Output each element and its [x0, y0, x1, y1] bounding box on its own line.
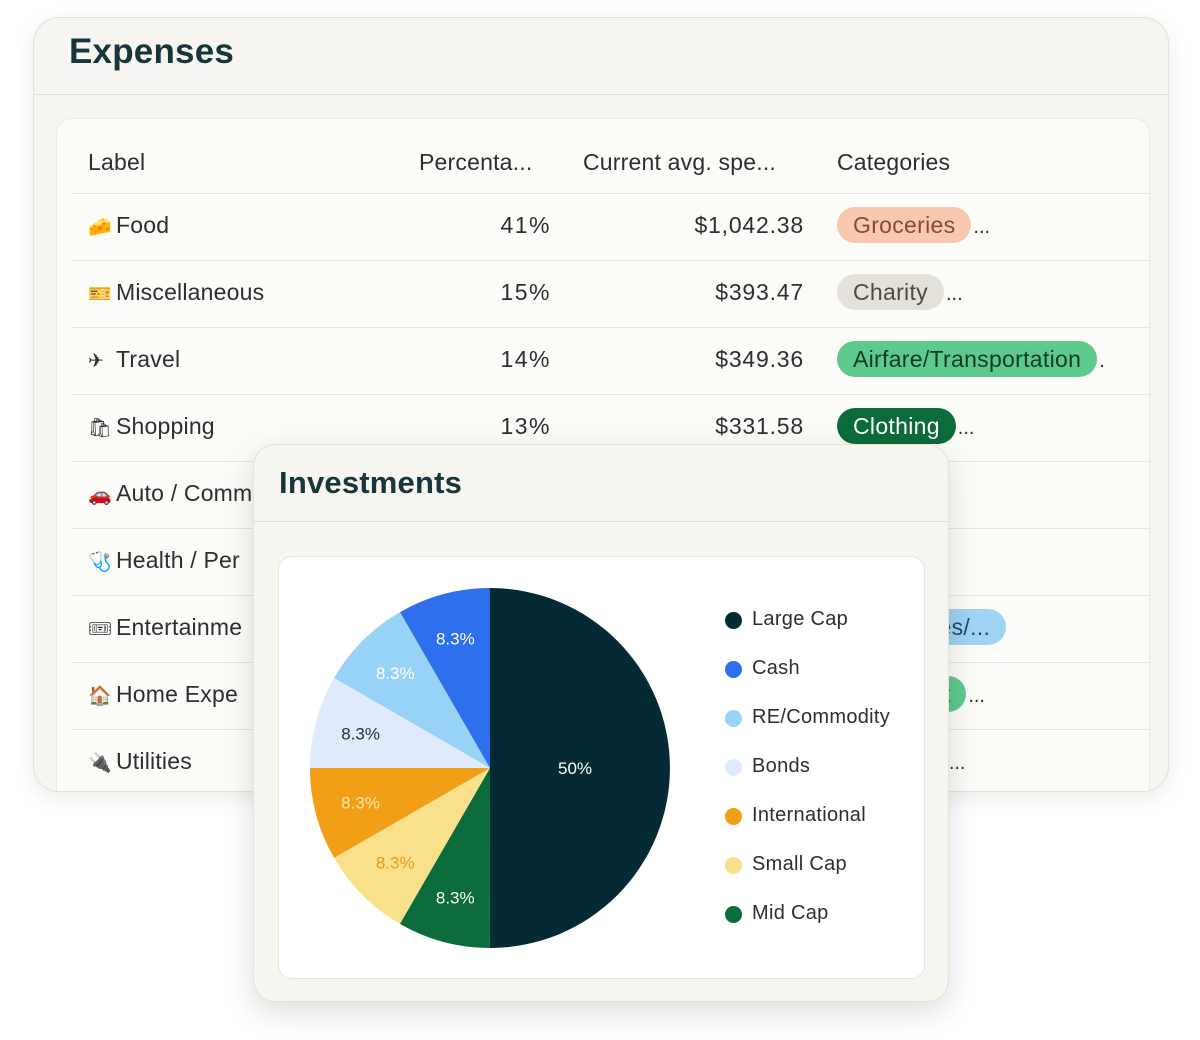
row-current-avg-spend: $331.58	[715, 413, 804, 439]
pie-slice-bonds[interactable]	[310, 677, 490, 768]
pie-slice-label: 8.3%	[436, 888, 475, 907]
ticket-icon: 🎫	[88, 284, 112, 305]
legend-label: Cash	[752, 657, 800, 679]
legend-swatch	[725, 857, 742, 874]
table-row[interactable]: 🛍 Shopping 13% $331.58 Clothing...	[71, 394, 1151, 461]
pie-slice-label: 8.3%	[436, 630, 475, 649]
legend-label: Mid Cap	[752, 902, 829, 924]
column-header-percentage[interactable]: Percenta...	[419, 149, 533, 175]
row-categories: Charity...	[837, 274, 963, 310]
row-label: 🧀 Food	[88, 212, 169, 239]
plug-icon: 🔌	[88, 753, 112, 774]
pie-slice-label: 8.3%	[341, 794, 380, 813]
investments-window: Investments 50% 8.3% 8.3% 8.3% 8.3% 8.3% 8.3% …	[253, 444, 949, 1002]
row-label: 🏠 Home Expe	[88, 681, 238, 708]
more-categories-indicator: ...	[957, 417, 975, 439]
legend-label: RE/Commodity	[752, 706, 891, 728]
row-label: 🩺 Health / Per	[88, 547, 240, 574]
legend-swatch	[725, 808, 742, 825]
table-row[interactable]: 🎫 Miscellaneous 15% $393.47 Charity...	[71, 260, 1151, 327]
legend-label: Large Cap	[752, 608, 849, 630]
legend-swatch	[725, 906, 742, 923]
row-label-text: Miscellaneous	[116, 279, 265, 305]
row-current-avg-spend: $349.36	[715, 346, 804, 372]
legend-label: Small Cap	[752, 853, 847, 875]
admission-ticket-icon: 🎟	[88, 619, 113, 640]
row-current-avg-spend: $393.47	[715, 279, 804, 305]
pie-slice-label: 8.3%	[376, 664, 415, 683]
legend-label: Bonds	[752, 755, 811, 777]
cheese-icon: 🧀	[88, 217, 112, 238]
pie-slice-re-commodity[interactable]	[334, 612, 490, 768]
row-percentage: 41%	[500, 212, 551, 238]
shopping-bags-icon: 🛍	[88, 418, 113, 439]
more-categories-indicator: .	[1099, 350, 1105, 372]
column-header-categories[interactable]: Categories	[837, 149, 951, 175]
table-row[interactable]: ✈ Travel 14% $349.36 Airfare/Transportation.	[71, 327, 1151, 394]
pie-slice-label: 8.3%	[341, 724, 380, 743]
category-tag[interactable]: Charity	[837, 274, 944, 310]
row-label: 🎟 Entertainme	[88, 614, 242, 641]
row-label-text: Utilities	[116, 748, 192, 774]
pie-slice-international[interactable]	[310, 767, 490, 858]
row-label-text: Travel	[116, 346, 181, 372]
pie-slice-large-cap[interactable]	[489, 588, 670, 948]
expenses-divider	[34, 94, 1168, 95]
row-categories: Groceries...	[837, 207, 990, 243]
pie-slice-mid-cap[interactable]	[399, 768, 490, 948]
more-categories-indicator: ...	[948, 752, 966, 774]
row-categories: Clothing...	[837, 408, 974, 444]
expenses-title: Expenses	[69, 32, 235, 71]
pie-chart: 50% 8.3% 8.3% 8.3% 8.3% 8.3% 8.3%	[310, 588, 670, 948]
table-row[interactable]: 🧀 Food 41% $1,042.38 Groceries...	[71, 193, 1151, 260]
category-tag[interactable]: Groceries	[837, 207, 972, 243]
table-header: Label Percenta... Current avg. spe... Ca…	[71, 129, 1151, 193]
pie-slice-cash[interactable]	[400, 588, 490, 768]
expenses-window: Expenses Label Percenta... Current avg. …	[33, 17, 1169, 792]
row-label: ✈ Travel	[88, 346, 180, 373]
airplane-icon: ✈	[88, 351, 105, 372]
car-icon: 🚗	[88, 485, 112, 506]
row-categories: Airfare/Transportation.	[837, 341, 1105, 377]
legend-swatch	[725, 661, 742, 678]
legend-swatch	[725, 612, 742, 629]
more-categories-indicator: ...	[973, 216, 991, 238]
row-label-text: Health / Per	[116, 547, 240, 573]
row-current-avg-spend: $1,042.38	[694, 212, 804, 238]
legend-swatch	[725, 759, 742, 776]
row-label-text: Auto / Comm	[116, 480, 253, 506]
house-icon: 🏠	[88, 686, 112, 707]
row-percentage: 15%	[500, 279, 551, 305]
pie-slice-label: 8.3%	[376, 854, 415, 873]
pie-slice-label: 50%	[558, 759, 592, 778]
pie-slice-small-cap[interactable]	[334, 768, 490, 924]
more-categories-indicator: ...	[968, 685, 985, 707]
row-label-text: Food	[116, 212, 170, 238]
row-label-text: Home Expe	[116, 681, 238, 707]
row-percentage: 14%	[500, 346, 551, 372]
column-header-label[interactable]: Label	[88, 149, 146, 175]
row-label: 🔌 Utilities	[88, 748, 192, 775]
column-header-current-avg-spend[interactable]: Current avg. spe...	[583, 149, 776, 175]
legend-swatch	[725, 710, 742, 727]
investments-title: Investments	[279, 465, 463, 500]
row-label: 🚗 Auto / Comm	[88, 480, 252, 507]
row-label-text: Shopping	[116, 413, 215, 439]
category-tag[interactable]: Airfare/Transportation	[837, 341, 1098, 377]
row-label: 🎫 Miscellaneous	[88, 279, 264, 306]
stethoscope-icon: 🩺	[88, 552, 112, 573]
investments-chart-panel: 50% 8.3% 8.3% 8.3% 8.3% 8.3% 8.3% Large Cap Cas…	[278, 556, 925, 979]
row-percentage: 13%	[500, 413, 551, 439]
row-label: 🛍 Shopping	[88, 413, 215, 440]
row-label-text: Entertainme	[116, 614, 243, 640]
category-tag[interactable]: Clothing	[837, 408, 956, 444]
more-categories-indicator: ...	[945, 283, 963, 305]
investments-divider	[254, 521, 948, 522]
legend-label: International	[752, 804, 866, 826]
